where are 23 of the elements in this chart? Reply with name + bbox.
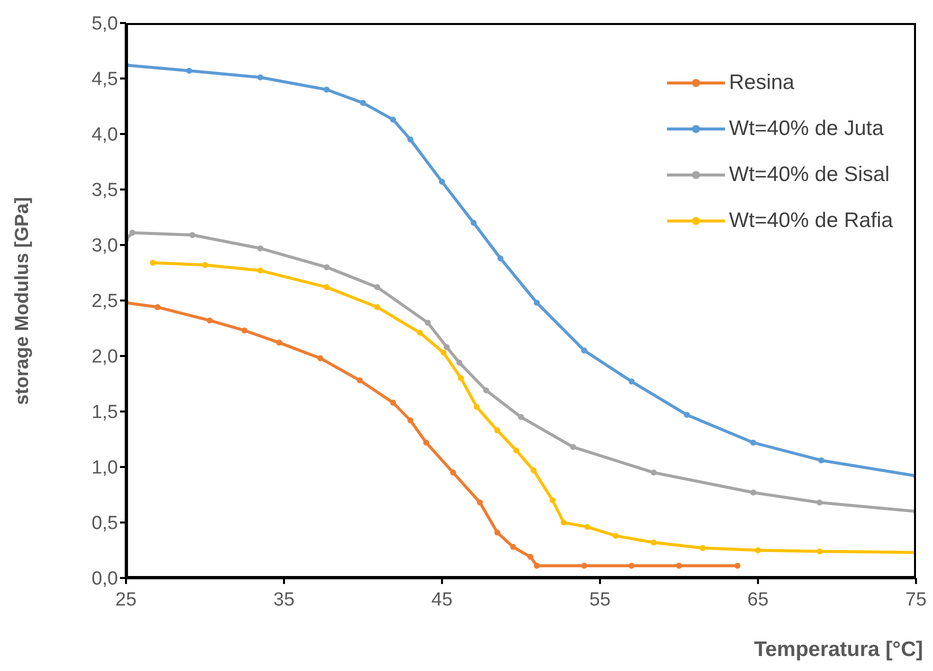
y-tick-label: 0,5 <box>92 513 118 534</box>
y-tick-label: 2,5 <box>92 291 118 312</box>
y-tick-label: 3,0 <box>92 236 118 257</box>
x-tick-label: 75 <box>905 589 927 610</box>
x-axis-title: Temperatura [°C] <box>754 638 923 662</box>
legend-label: Wt=40% de Sisal <box>728 163 890 187</box>
y-tick-label: 0,0 <box>92 568 118 590</box>
x-tick-label: 65 <box>747 589 769 610</box>
y-tick-label: 1,0 <box>92 458 118 479</box>
x-tick-label: 45 <box>431 589 453 610</box>
y-tick-label: 3,5 <box>92 180 118 202</box>
y-axis-title: storage Modulus [GPa] <box>12 196 34 404</box>
legend-label: Wt=40% de Juta <box>728 117 884 141</box>
y-tick-label: 4,5 <box>92 69 118 90</box>
y-tick-label: 4,0 <box>92 124 118 146</box>
y-tick-label: 5,0 <box>92 14 118 35</box>
x-tick-label: 35 <box>273 589 295 610</box>
legend-label: Resina <box>728 71 794 95</box>
legend-label: Wt=40% de Rafia <box>728 209 893 233</box>
y-tick-label: 1,5 <box>92 402 118 424</box>
x-tick-label: 55 <box>589 589 611 610</box>
y-tick-label: 2,0 <box>92 346 118 368</box>
x-tick-label: 25 <box>115 589 137 610</box>
